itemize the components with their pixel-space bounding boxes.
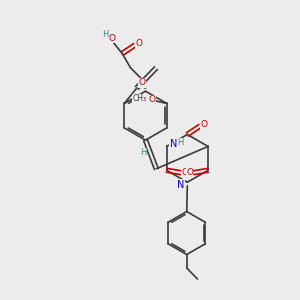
- Text: H: H: [102, 30, 108, 39]
- Text: N: N: [177, 180, 184, 190]
- Text: O: O: [186, 168, 193, 177]
- Text: O: O: [135, 39, 142, 48]
- Text: N: N: [169, 139, 177, 149]
- Text: CH₃: CH₃: [133, 94, 147, 103]
- Text: H: H: [140, 148, 147, 158]
- Text: O: O: [138, 78, 146, 87]
- Text: O: O: [182, 168, 189, 177]
- Text: O: O: [200, 120, 208, 129]
- Text: O: O: [109, 34, 116, 43]
- Text: O: O: [148, 95, 156, 104]
- Text: H: H: [178, 138, 184, 147]
